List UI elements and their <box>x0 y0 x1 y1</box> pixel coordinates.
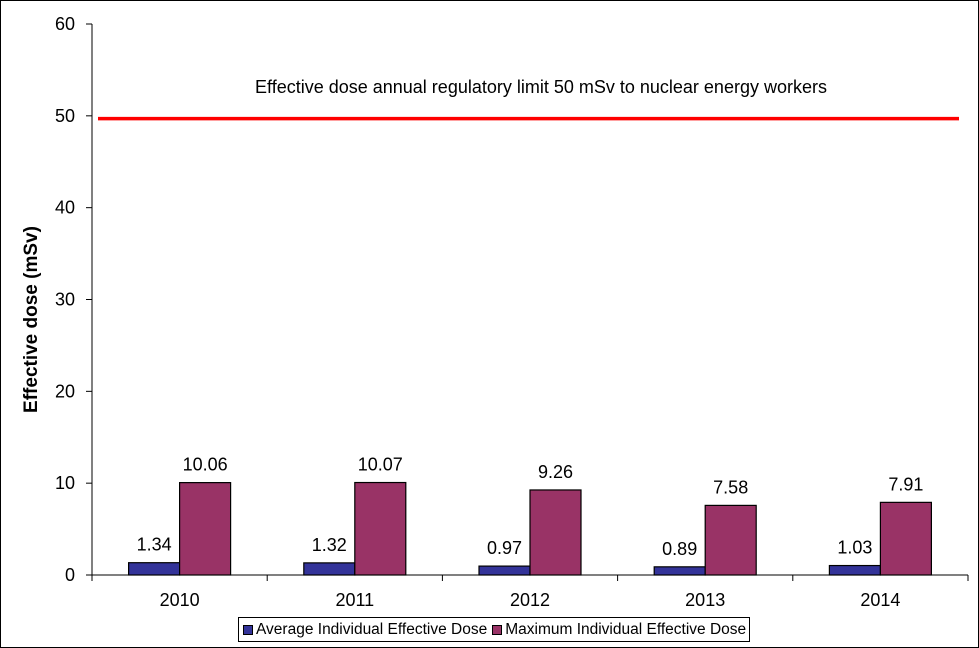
data-label-average: 1.34 <box>137 535 172 555</box>
legend-item-average: Average Individual Effective Dose <box>243 621 487 639</box>
bar-maximum <box>529 489 582 576</box>
data-label-average: 1.32 <box>312 535 347 555</box>
bars <box>127 481 933 576</box>
x-tick-label: 2011 <box>335 590 374 610</box>
bar-average <box>303 562 356 576</box>
data-label-maximum: 7.58 <box>713 477 748 497</box>
y-tick-label: 20 <box>55 381 75 401</box>
axes: 0 10 20 30 40 50 60 2010 2011 2012 2013 2014 <box>55 14 969 610</box>
bar-average <box>478 565 531 576</box>
data-label-average: 1.03 <box>837 538 872 558</box>
bar-average <box>653 566 706 576</box>
x-tick-label: 2010 <box>160 590 200 610</box>
data-label-maximum: 10.06 <box>183 455 228 475</box>
bar-average <box>127 562 181 576</box>
data-label-average: 0.89 <box>662 539 697 559</box>
legend-label-average: Average Individual Effective Dose <box>256 620 488 638</box>
data-label-maximum: 7.91 <box>888 474 923 494</box>
legend: Average Individual Effective Dose Maximu… <box>238 617 751 642</box>
legend-item-maximum: Maximum Individual Effective Dose <box>492 621 746 639</box>
y-tick-label: 10 <box>55 473 75 493</box>
bar-maximum <box>354 481 407 576</box>
bar-maximum <box>879 501 933 576</box>
regulatory-limit: Effective dose annual regulatory limit 5… <box>98 77 959 121</box>
y-tick-label: 50 <box>55 106 75 126</box>
data-label-average: 0.97 <box>487 538 522 558</box>
y-tick-label: 30 <box>55 290 75 310</box>
bar-average <box>828 564 882 576</box>
x-tick-label: 2013 <box>685 590 725 610</box>
regulatory-limit-label: Effective dose annual regulatory limit 5… <box>255 77 827 97</box>
y-axis-title: Effective dose (mSv) <box>21 226 42 413</box>
legend-swatch-average <box>243 624 253 635</box>
y-tick-label: 40 <box>55 198 75 218</box>
legend-label-maximum: Maximum Individual Effective Dose <box>505 620 747 638</box>
bar-maximum <box>179 482 232 576</box>
x-tick-label: 2012 <box>510 590 550 610</box>
data-labels: 1.34 1.32 0.97 0.89 1.03 10.06 10.07 9.26 7.58 7.… <box>137 455 924 559</box>
data-label-maximum: 9.26 <box>538 462 573 482</box>
legend-swatch-maximum <box>492 624 503 635</box>
data-label-maximum: 10.07 <box>358 455 403 475</box>
bar-maximum <box>704 504 757 576</box>
x-tick-label: 2014 <box>860 590 900 610</box>
y-tick-label: 60 <box>55 14 75 34</box>
y-tick-label: 0 <box>65 565 75 585</box>
